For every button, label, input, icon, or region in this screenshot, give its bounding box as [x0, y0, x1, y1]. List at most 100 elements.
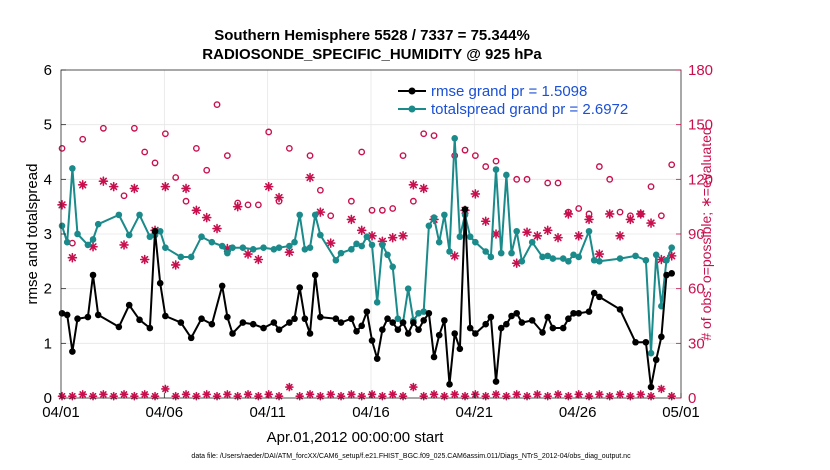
totalspread-point — [306, 244, 314, 251]
right-tick-label: 90 — [688, 226, 705, 243]
rmse-point — [229, 330, 236, 337]
totalspread-point — [616, 255, 624, 262]
obs-evaluated-point — [57, 200, 67, 210]
obs-possible-point — [668, 161, 676, 169]
right-tick-label: 0 — [688, 390, 696, 407]
totalspread-point — [373, 299, 381, 306]
obs-possible-point — [399, 152, 407, 160]
totalspread-point — [69, 165, 76, 172]
totalspread-point — [596, 258, 603, 265]
obs-baseline-point — [150, 391, 160, 401]
obs-possible-point — [265, 128, 273, 136]
totalspread-point — [389, 263, 397, 271]
totalspread-point — [348, 246, 355, 253]
totalspread-point — [301, 246, 309, 253]
obs-possible-point — [99, 124, 107, 132]
rmse-point — [208, 320, 216, 328]
rmse-point — [317, 313, 324, 321]
rmse-point — [461, 206, 469, 213]
rmse-point — [275, 326, 283, 333]
rmse-point — [497, 324, 505, 332]
rmse-point — [260, 324, 267, 332]
rmse-point — [590, 289, 598, 297]
y-tick-label: 3 — [44, 226, 52, 243]
obs-baseline-point — [88, 391, 98, 401]
totalspread-point — [286, 242, 293, 250]
obs-baseline-point — [491, 390, 501, 399]
totalspread-point — [441, 211, 448, 219]
obs-evaluated-point — [491, 229, 501, 239]
rmse-point — [249, 320, 257, 328]
obs-evaluated-point — [212, 223, 222, 234]
obs-baseline-point — [409, 382, 418, 392]
totalspread-point — [451, 135, 459, 142]
obs-possible-point — [409, 197, 417, 205]
obs-evaluated-point — [346, 214, 357, 225]
obs-baseline-point — [212, 391, 222, 401]
obs-baseline-point — [99, 390, 108, 399]
rmse-point — [384, 315, 391, 323]
obs-evaluated-point — [201, 212, 212, 223]
totalspread-point — [125, 231, 133, 239]
x-axis-label: Apr.01,2012 00:00:00 start — [267, 429, 445, 446]
obs-evaluated-point — [284, 247, 295, 258]
obs-possible-point — [389, 205, 397, 212]
obs-baseline-point — [584, 391, 594, 401]
totalspread-point — [363, 233, 371, 241]
totalspread-point — [270, 246, 278, 253]
obs-baseline-point — [68, 391, 77, 401]
totalspread-point — [513, 227, 520, 235]
rmse-point — [389, 319, 397, 326]
chart-title: Southern Hemisphere 5528 / 7337 = 75.344… — [214, 27, 530, 44]
rmse-point — [291, 315, 298, 323]
obs-possible-point — [120, 192, 128, 200]
totalspread-point — [358, 242, 366, 250]
totalspread-point — [224, 249, 231, 257]
totalspread-point — [260, 244, 267, 251]
rmse-point — [89, 271, 97, 279]
legend-label: rmse grand pr = 1.5098 — [431, 83, 587, 100]
totalspread-point — [296, 211, 304, 219]
obs-possible-point — [285, 144, 293, 152]
obs-baseline-point — [481, 391, 491, 401]
obs-possible-point — [554, 179, 562, 187]
totalspread-point — [218, 242, 226, 250]
legend-rmse: rmse grand pr = 1.5098 — [398, 83, 587, 100]
y-tick-label: 5 — [44, 117, 52, 134]
rmse-point — [503, 320, 510, 328]
series-group — [58, 135, 675, 391]
rmse-point — [472, 330, 479, 337]
obs-evaluated-point — [325, 238, 336, 248]
totalspread-point — [353, 240, 360, 248]
x-tick-label: 05/01 — [662, 404, 700, 421]
obs-baseline-point — [161, 384, 170, 394]
obs-possible-point — [430, 132, 438, 140]
obs-baseline-point — [564, 391, 573, 401]
rmse-point — [125, 301, 133, 309]
rmse-point — [482, 320, 490, 328]
obs-evaluated-point — [408, 180, 419, 190]
obs-baseline-point — [233, 391, 242, 401]
rmse-point — [668, 270, 675, 277]
obs-evaluated-point — [315, 207, 326, 217]
rmse-point — [585, 308, 593, 315]
rmse-point — [487, 313, 495, 321]
totalspread-point — [337, 249, 345, 257]
obs-baseline-point — [657, 384, 666, 394]
totalspread-point — [575, 253, 582, 261]
obs-baseline-point — [378, 391, 387, 401]
obs-evaluated-point — [573, 231, 584, 241]
rmse-point — [332, 315, 340, 323]
obs-baseline-point — [181, 390, 191, 399]
right-axis-ticks: 0 30 60 90 120 150 180 — [676, 62, 713, 407]
obs-evaluated-point — [108, 181, 119, 192]
obs-possible-point — [368, 206, 376, 214]
totalspread-point — [472, 238, 479, 246]
rmse-point — [74, 315, 81, 323]
obs-baseline-point — [316, 391, 325, 401]
obs-evaluated-point — [625, 214, 636, 225]
obs-baseline-point — [398, 391, 408, 401]
rmse-point — [559, 324, 567, 332]
obs-possible-point — [203, 166, 211, 174]
obs-evaluated-point — [119, 240, 129, 250]
